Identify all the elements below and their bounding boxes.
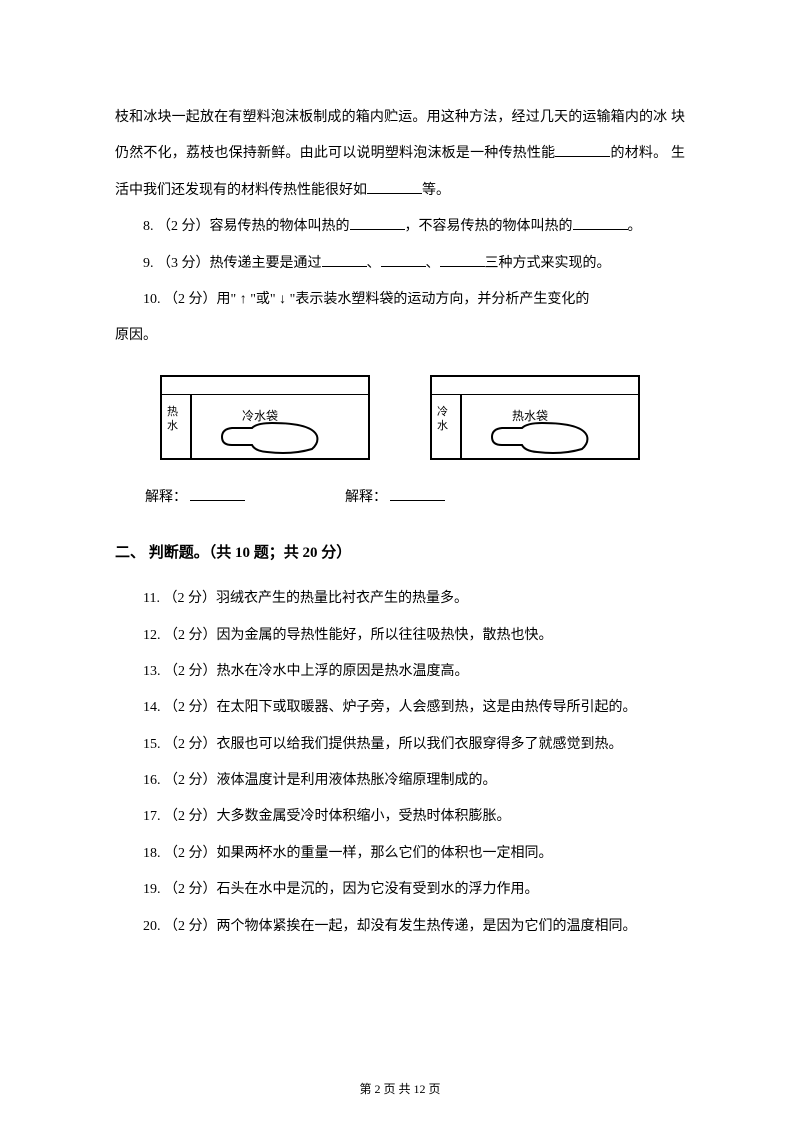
explain-left: 解释： [145,480,245,516]
blank-q8-2[interactable] [573,216,628,230]
question-17: 17. （2 分）大多数金属受冷时体积缩小，受热时体积膨胀。 [115,799,685,835]
intro-line2b: 的材料。 [610,146,667,161]
diagram-divider [460,394,462,458]
bag-icon-left [217,419,327,457]
q10-continued: 原因。 [115,318,685,354]
question-19: 19. （2 分）石头在水中是沉的，因为它没有受到水的浮力作用。 [115,872,685,908]
intro-line1: 枝和冰块一起放在有塑料泡沫板制成的箱内贮运。用这种方法，经过几天的运输箱内的冰 [115,110,667,125]
diagram-left: 热水 冷水袋 [160,375,370,460]
q9-text-c: 、 [426,256,440,271]
page-footer: 第 2 页 共 12 页 [0,1080,800,1097]
q8-text-b: ，不容易传热的物体叫热的 [405,219,573,234]
explain-label-right: 解释： [345,480,387,516]
q9-text-a: 9. （3 分）热传递主要是通过 [143,256,322,271]
blank-2[interactable] [367,180,422,194]
diagram-top-line [432,394,638,396]
q8-text-a: 8. （2 分）容易传热的物体叫热的 [143,219,350,234]
diagram-left-left-label: 热水 [167,405,183,434]
question-20: 20. （2 分）两个物体紧挨在一起，却没有发生热传递，是因为它们的温度相同。 [115,909,685,945]
explain-right: 解释： [345,480,445,516]
q9-text-d: 三种方式来实现的。 [485,256,611,271]
question-12: 12. （2 分）因为金属的导热性能好，所以往往吸热快，散热也快。 [115,618,685,654]
blank-q9-3[interactable] [440,253,485,267]
question-14: 14. （2 分）在太阳下或取暖器、炉子旁，人会感到热，这是由热传导所引起的。 [115,690,685,726]
blank-q9-2[interactable] [381,253,426,267]
question-10: 10. （2 分）用" ↑ "或" ↓ "表示装水塑料袋的运动方向，并分析产生变… [115,282,685,318]
explain-label-left: 解释： [145,480,187,516]
blank-explain-1[interactable] [190,487,245,501]
q10-text-b: 原因。 [115,328,157,343]
explain-row: 解释： 解释： [115,480,685,516]
bag-icon-right [487,419,597,457]
diagram-divider [190,394,192,458]
diagram-top-line [162,394,368,396]
question-8: 8. （2 分）容易传热的物体叫热的 ，不容易传热的物体叫热的 。 [115,209,685,245]
question-9: 9. （3 分）热传递主要是通过 、 、 三种方式来实现的。 [115,246,685,282]
question-11: 11. （2 分）羽绒衣产生的热量比衬衣产生的热量多。 [115,581,685,617]
q8-text-c: 。 [628,219,642,234]
question-13: 13. （2 分）热水在冷水中上浮的原因是热水温度高。 [115,654,685,690]
intro-paragraph: 枝和冰块一起放在有塑料泡沫板制成的箱内贮运。用这种方法，经过几天的运输箱内的冰 … [115,100,685,209]
diagram-container: 热水 冷水袋 冷水 热水袋 [115,375,685,460]
diagram-right: 冷水 热水袋 [430,375,640,460]
question-16: 16. （2 分）液体温度计是利用液体热胀冷缩原理制成的。 [115,763,685,799]
blank-q9-1[interactable] [322,253,367,267]
diagram-right-left-label: 冷水 [437,405,453,434]
intro-line3b: 等。 [422,183,450,198]
q10-text-a: 10. （2 分）用" ↑ "或" ↓ "表示装水塑料袋的运动方向，并分析产生变… [143,292,589,307]
question-18: 18. （2 分）如果两杯水的重量一样，那么它们的体积也一定相同。 [115,836,685,872]
blank-1[interactable] [555,143,610,157]
main-content: 枝和冰块一起放在有塑料泡沫板制成的箱内贮运。用这种方法，经过几天的运输箱内的冰 … [115,100,685,945]
blank-q8-1[interactable] [350,216,405,230]
blank-explain-2[interactable] [390,487,445,501]
section-2-title: 二、 判断题。（共 10 题；共 20 分） [115,534,685,573]
question-15: 15. （2 分）衣服也可以给我们提供热量，所以我们衣服穿得多了就感觉到热。 [115,727,685,763]
q9-text-b: 、 [367,256,381,271]
